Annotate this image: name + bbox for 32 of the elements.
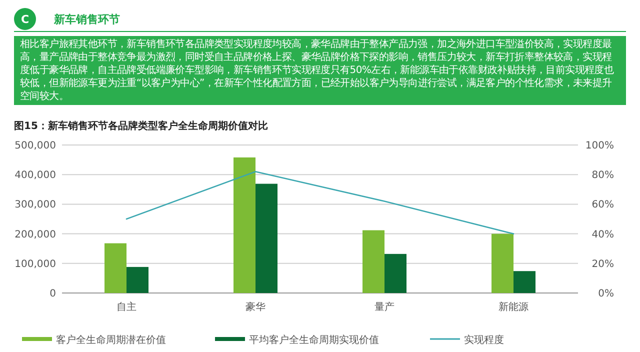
y2-tick-label: 0% <box>598 288 614 300</box>
y2-tick-label: 40% <box>592 229 614 240</box>
text: 相比客户旅程其他环节，新车销售环节各品牌类型实现程度均较高，豪华品牌由于整体产品力强，加之海外进口车型溢价较高，实现程度最高，量产品牌由于整体竞争最为激烈，同时受自主品牌价格上探、豪华品牌价格下探的影响，销售压力较大，新车打折率整体较高，实现程度低于豪华品牌，自主品牌受低端廉价车型影响，新车销售环节实现程度只有50%左右，新能源车由于依靠财政补贴扶持，目前实现程度也较低，但新能源车更为注重“以客户为中心”，在新车个性化配置方面，已经开始以客户为导向进行尝试，满足客户的个性化需求，未来提升空间较大。 <box>14 36 626 105</box>
legend-label: 平均客户全生命周期实现价值 <box>249 334 379 346</box>
bar <box>126 266 148 293</box>
y-tick-label: 400,000 <box>14 170 56 182</box>
y-tick-label: 500,000 <box>14 140 56 152</box>
x-tick-label: 新能源 <box>498 301 528 313</box>
y2-tick-label: 80% <box>592 170 614 182</box>
bar <box>384 254 406 293</box>
bar <box>104 243 126 293</box>
y2-tick-label: 20% <box>592 258 614 270</box>
bar <box>234 157 256 293</box>
y2-tick-label: 60% <box>592 200 614 211</box>
y-tick-label: 0 <box>50 288 56 300</box>
y2-tick-label: 100% <box>585 140 614 152</box>
y-tick-label: 300,000 <box>14 200 56 211</box>
text: C <box>14 8 36 30</box>
y-tick-label: 100,000 <box>14 258 56 270</box>
bar <box>256 184 278 293</box>
x-tick-label: 量产 <box>374 301 394 313</box>
bar <box>492 234 514 293</box>
chart-title: 图15：新车销售环节各品牌类型客户全生命周期价值对比 <box>14 119 268 133</box>
legend-label: 实现程度 <box>464 334 504 346</box>
line-series <box>126 170 514 234</box>
x-tick-label: 豪华 <box>246 301 266 313</box>
text: 新车销售环节 <box>54 12 120 26</box>
bar <box>514 271 536 293</box>
x-tick-label: 自主 <box>116 301 136 313</box>
bar <box>362 230 384 293</box>
legend-label: 客户全生命周期潜在价值 <box>56 334 166 346</box>
y-tick-label: 200,000 <box>14 229 56 240</box>
